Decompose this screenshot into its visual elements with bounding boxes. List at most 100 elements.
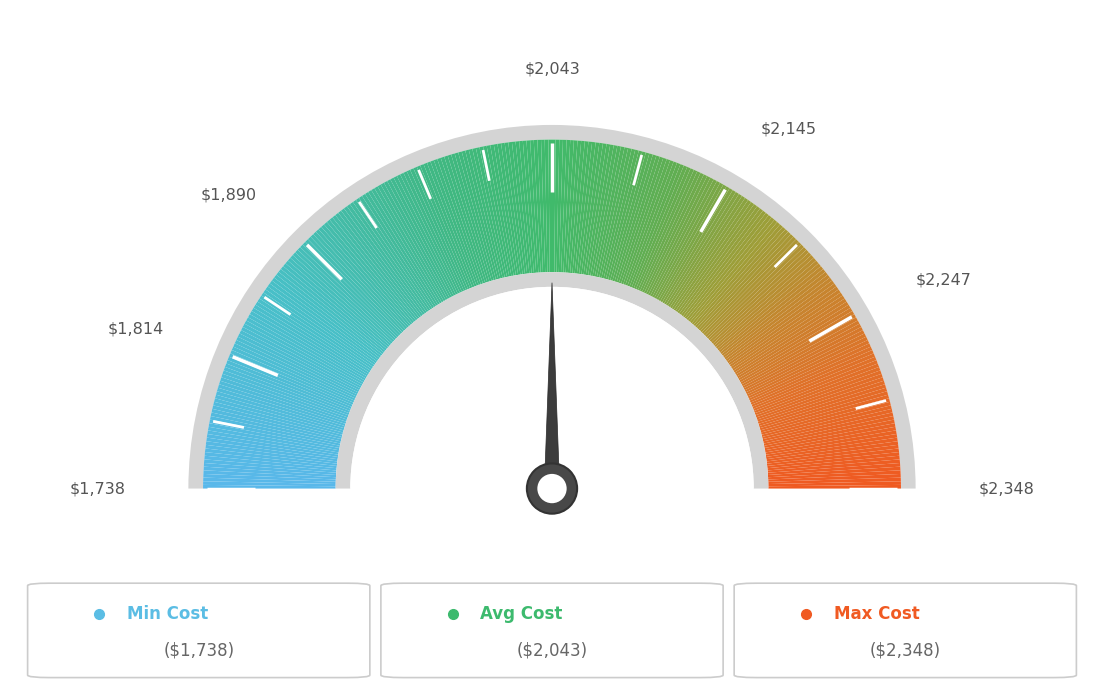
Wedge shape [229,353,352,407]
Wedge shape [338,210,422,317]
Wedge shape [336,272,768,489]
Wedge shape [203,481,336,486]
Wedge shape [265,286,375,365]
Wedge shape [681,208,763,316]
Wedge shape [209,423,339,451]
Wedge shape [236,337,358,397]
Wedge shape [203,466,336,477]
Wedge shape [688,217,774,322]
Wedge shape [766,441,899,462]
Wedge shape [732,295,845,371]
Wedge shape [760,391,888,431]
Wedge shape [227,357,352,409]
Wedge shape [629,163,680,288]
Wedge shape [747,340,869,399]
Wedge shape [767,448,899,466]
Wedge shape [767,455,900,471]
Polygon shape [544,283,560,489]
Wedge shape [378,184,446,301]
Wedge shape [310,234,404,333]
Wedge shape [656,183,723,300]
Wedge shape [554,139,560,273]
Wedge shape [552,139,555,272]
Wedge shape [765,431,896,455]
Wedge shape [211,413,341,444]
Wedge shape [417,166,470,289]
Wedge shape [602,149,635,279]
Wedge shape [660,186,730,302]
Wedge shape [636,167,691,290]
Wedge shape [665,190,736,305]
Wedge shape [740,314,856,382]
Wedge shape [655,181,720,299]
Wedge shape [768,474,901,482]
Wedge shape [541,139,548,273]
Wedge shape [391,177,454,297]
Wedge shape [244,320,362,386]
Wedge shape [729,286,839,365]
Wedge shape [599,148,631,278]
Wedge shape [766,445,899,464]
Wedge shape [766,437,898,459]
Wedge shape [691,222,781,325]
Wedge shape [410,168,466,291]
Wedge shape [586,144,611,275]
Text: $2,348: $2,348 [978,481,1034,496]
Wedge shape [221,374,348,420]
Wedge shape [734,302,849,375]
Wedge shape [619,157,664,284]
Wedge shape [744,327,863,391]
Wedge shape [761,398,890,435]
Wedge shape [556,139,563,273]
Wedge shape [766,434,898,457]
Wedge shape [676,202,754,312]
Wedge shape [362,194,436,307]
Wedge shape [365,192,438,306]
Wedge shape [646,175,708,295]
Wedge shape [505,142,524,274]
Wedge shape [757,381,885,424]
Wedge shape [217,384,346,426]
Wedge shape [403,171,461,293]
Wedge shape [731,293,842,369]
Wedge shape [368,190,439,305]
Wedge shape [220,377,347,422]
Wedge shape [204,460,337,473]
Wedge shape [212,409,341,442]
Wedge shape [206,437,338,459]
Wedge shape [707,244,804,339]
Wedge shape [519,141,534,273]
Wedge shape [584,144,606,275]
Wedge shape [305,239,401,335]
Wedge shape [588,144,614,275]
Wedge shape [670,196,745,308]
Wedge shape [763,409,892,442]
Wedge shape [384,181,449,299]
Text: ($1,738): ($1,738) [163,641,234,659]
Wedge shape [760,388,888,428]
Text: Min Cost: Min Cost [127,605,209,623]
Wedge shape [719,266,824,353]
Wedge shape [203,474,336,482]
Wedge shape [396,175,458,295]
Wedge shape [393,176,456,296]
Wedge shape [652,179,716,298]
Wedge shape [233,344,355,401]
Wedge shape [257,299,371,373]
Wedge shape [465,150,500,279]
Wedge shape [205,441,338,462]
Wedge shape [625,160,673,286]
Wedge shape [713,255,814,346]
Wedge shape [703,239,799,335]
Wedge shape [684,213,768,319]
Wedge shape [604,150,639,279]
Wedge shape [286,261,389,349]
Wedge shape [259,295,372,371]
Wedge shape [490,144,516,275]
Wedge shape [203,471,336,480]
Polygon shape [544,489,560,509]
Wedge shape [741,317,858,384]
Wedge shape [763,413,893,444]
Wedge shape [243,324,361,388]
Wedge shape [768,471,901,480]
